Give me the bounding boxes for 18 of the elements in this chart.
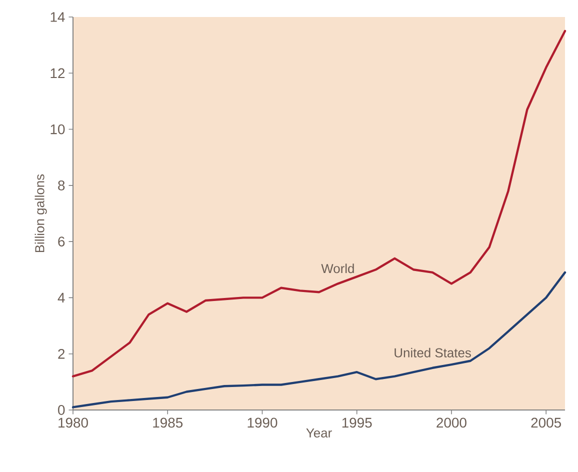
series-label: World: [321, 264, 354, 274]
y-tick-label: 12: [50, 68, 65, 78]
y-tick-label: 6: [58, 236, 65, 247]
y-tick-label: 8: [58, 180, 65, 190]
y-axis-title: Billion gallons: [34, 174, 47, 252]
y-tick-label: 4: [58, 292, 65, 303]
x-tick-label: 2000: [436, 418, 466, 428]
x-axis-title: Year: [306, 428, 332, 438]
x-tick-label: 2005: [531, 418, 562, 428]
x-tick-label: 1995: [342, 418, 372, 428]
x-tick-label: 1985: [153, 418, 183, 428]
x-tick-label: 1980: [58, 418, 88, 428]
y-tick-label: 2: [58, 348, 65, 359]
y-tick-label: 14: [50, 12, 65, 22]
x-tick-label: 1990: [248, 418, 278, 428]
y-tick-label: 0: [58, 405, 65, 415]
y-tick-label: 10: [50, 124, 65, 134]
series-label: United States: [394, 348, 471, 358]
